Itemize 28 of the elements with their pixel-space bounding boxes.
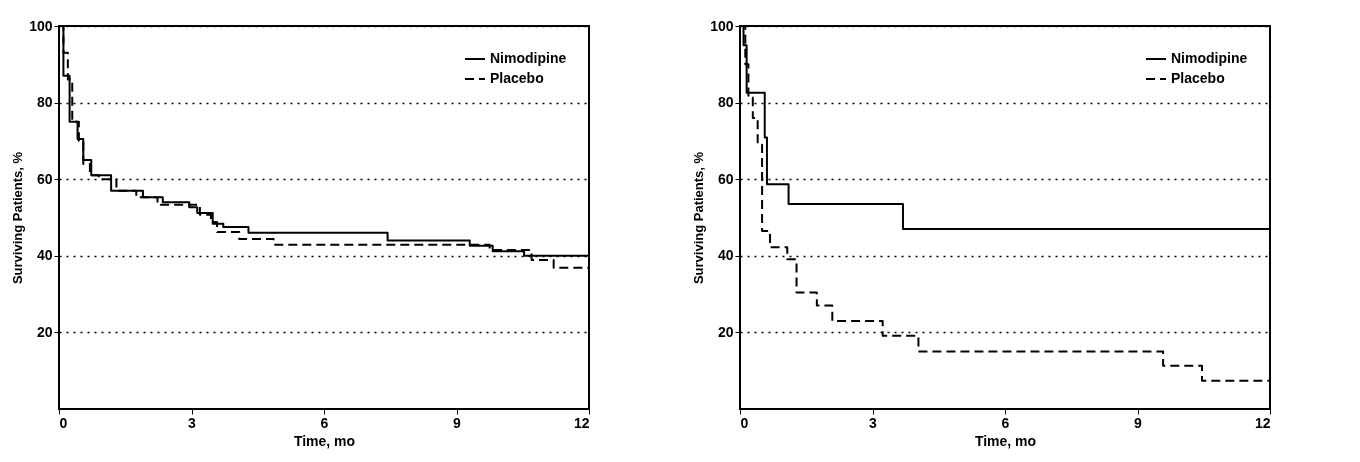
y-tick-label: 20 — [717, 323, 734, 340]
y-tick-label: 100 — [710, 17, 734, 34]
x-tick-label: 12 — [573, 414, 590, 431]
x-tick-label: 6 — [320, 414, 329, 431]
legend-label: Nimodipine — [490, 50, 567, 66]
legend-label: Placebo — [490, 70, 544, 86]
y-tick-label: 80 — [717, 94, 734, 111]
x-tick-label: 9 — [453, 414, 462, 431]
x-tick-label: 6 — [1001, 414, 1010, 431]
x-tick-label: 9 — [1134, 414, 1143, 431]
y-tick-label: 40 — [36, 247, 53, 264]
y-tick-label: 100 — [29, 17, 53, 34]
x-tick-label: 0 — [740, 414, 749, 431]
y-tick-label: 60 — [36, 170, 53, 187]
legend-label: Placebo — [1171, 70, 1225, 86]
x-tick-label: 0 — [59, 414, 68, 431]
legend-label: Nimodipine — [1171, 50, 1248, 66]
y-axis-title: Surviving Patients, % — [10, 151, 26, 285]
x-tick-label: 3 — [869, 414, 878, 431]
y-tick-label: 80 — [36, 94, 53, 111]
x-tick-label: 12 — [1254, 414, 1271, 431]
y-tick-label: 40 — [717, 247, 734, 264]
x-axis-title: Time, mo — [974, 432, 1037, 449]
y-tick-label: 60 — [717, 170, 734, 187]
y-axis-title: Surviving Patients, % — [691, 151, 707, 285]
x-tick-label: 3 — [188, 414, 197, 431]
y-tick-label: 20 — [36, 323, 53, 340]
x-axis-title: Time, mo — [293, 432, 356, 449]
